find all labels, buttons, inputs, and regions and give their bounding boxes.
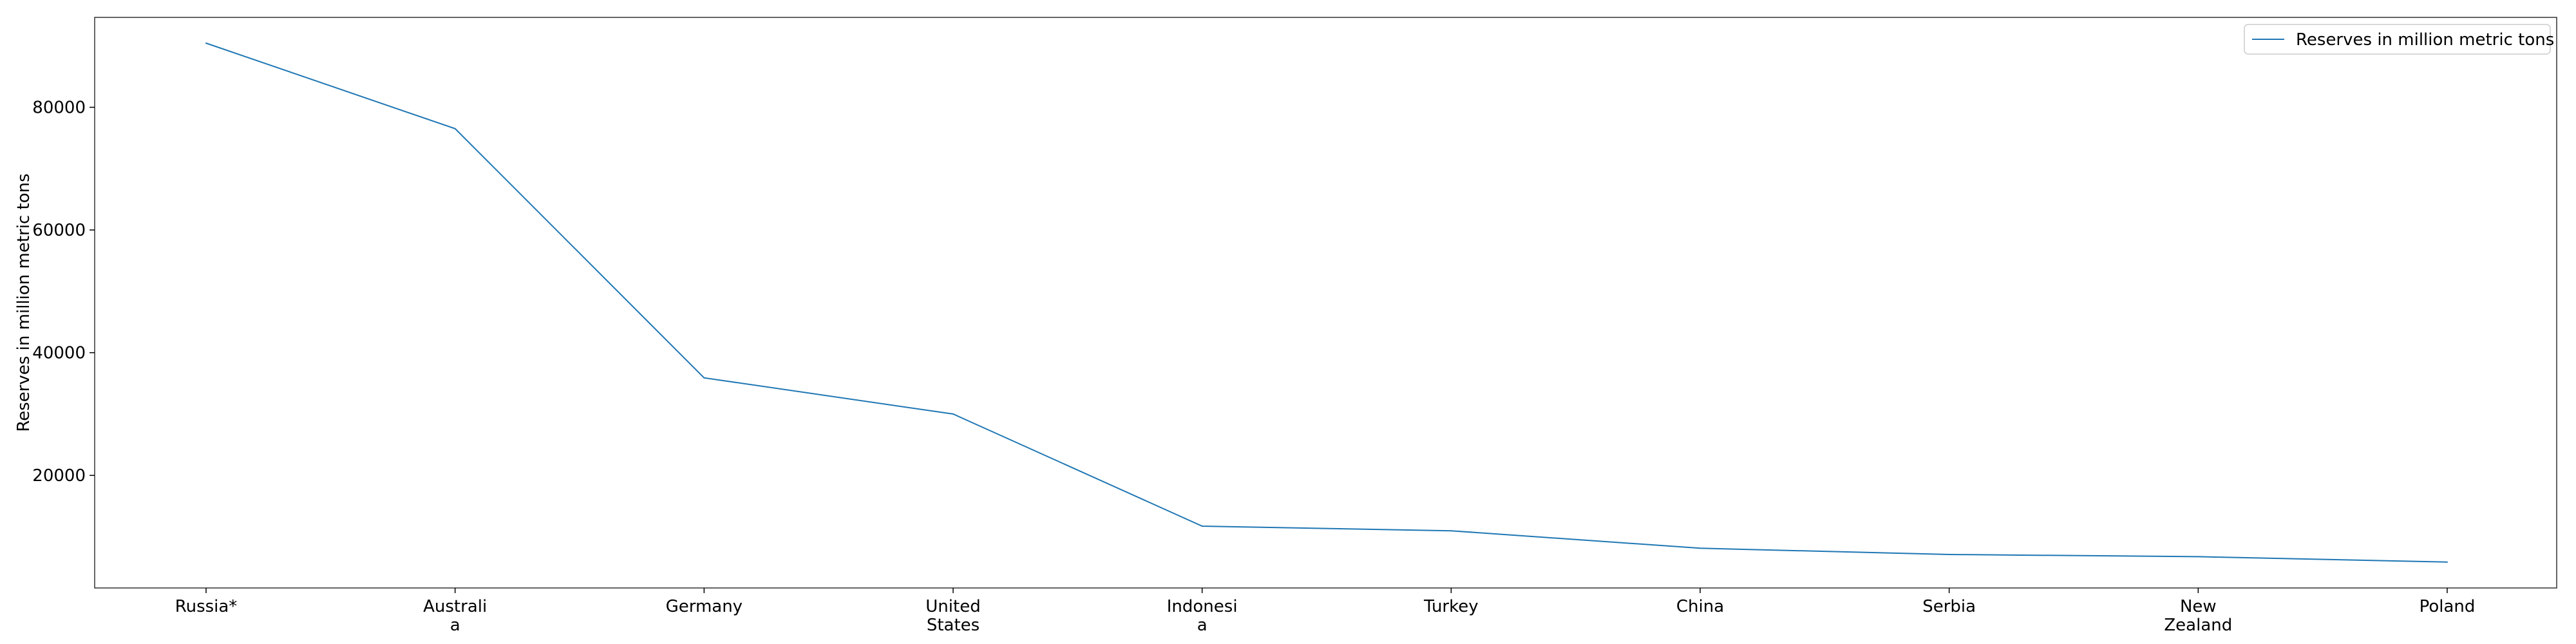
x-tick-label-line: Indonesi [1167, 597, 1238, 616]
series-line [205, 43, 2448, 563]
x-tick-label: Indonesi a [1167, 597, 1238, 635]
x-tick-label: New Zealand [2164, 597, 2232, 635]
x-tick-label: Germany [666, 597, 743, 616]
x-tick-label: China [1676, 597, 1724, 616]
data-point [1700, 547, 1701, 549]
y-tick-label: 80000 [32, 99, 86, 118]
data-point [1948, 553, 1950, 555]
x-tick-label-line: States [927, 616, 980, 635]
x-tick-label-line: China [1676, 597, 1724, 616]
data-point [1201, 525, 1203, 527]
data-point [952, 413, 954, 415]
x-tick-label: Poland [2420, 597, 2476, 616]
x-tick-label: Turkey [1423, 597, 1479, 616]
x-tick-label-line: New [2180, 597, 2217, 616]
legend-box [2244, 24, 2551, 55]
x-tick-label-line: Germany [666, 597, 743, 616]
series-layer [205, 43, 2448, 563]
x-tick-label: United States [925, 597, 980, 635]
x-tick-label: Russia* [175, 597, 238, 616]
x-tick-label-line: Russia* [175, 597, 238, 616]
y-axis-title: Reserves in million metric tons [14, 173, 33, 431]
legend-label: Reserves in million metric tons [2296, 30, 2554, 50]
data-point [454, 128, 456, 129]
x-tick-label-line: United [925, 597, 980, 616]
x-tick-label-line: Serbia [1922, 597, 1976, 616]
data-point [703, 377, 705, 379]
x-tick-label-line: Turkey [1423, 597, 1479, 616]
y-axis: 20000 40000 60000 80000 [32, 99, 95, 486]
y-tick-label: 40000 [32, 344, 86, 363]
x-tick-label-line: a [1197, 616, 1208, 635]
data-point [1450, 530, 1452, 532]
data-point [2447, 561, 2448, 563]
x-tick-label-line: Australi [423, 597, 487, 616]
x-tick-label: Australi a [423, 597, 487, 635]
plot-area [94, 17, 2557, 589]
data-point [205, 43, 207, 44]
data-point [2197, 556, 2199, 558]
x-tick-label: Serbia [1922, 597, 1976, 616]
y-tick-label: 20000 [32, 466, 86, 486]
x-tick-label-line: Zealand [2164, 616, 2232, 635]
x-tick-label-line: Poland [2420, 597, 2476, 616]
legend: Reserves in million metric tons [2244, 24, 2554, 55]
y-tick-label: 60000 [32, 221, 86, 240]
x-tick-label-line: a [450, 616, 460, 635]
